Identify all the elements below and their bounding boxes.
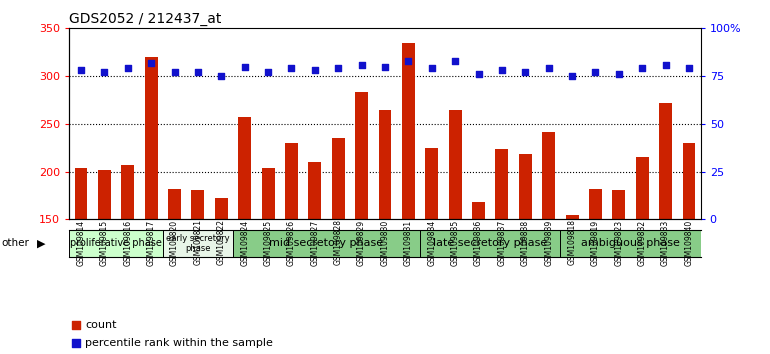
Bar <box>233 230 420 257</box>
Bar <box>612 190 625 219</box>
Point <box>519 69 531 75</box>
Point <box>472 72 484 77</box>
Bar <box>75 168 88 219</box>
Point <box>145 60 157 65</box>
Text: proliferative phase: proliferative phase <box>70 238 162 249</box>
Text: GSM109840: GSM109840 <box>685 219 694 266</box>
Text: GSM109819: GSM109819 <box>591 219 600 266</box>
Point <box>69 340 82 346</box>
Point <box>309 68 321 73</box>
Text: GSM109829: GSM109829 <box>357 219 366 266</box>
Bar <box>238 117 251 219</box>
Bar <box>168 189 181 219</box>
Text: GSM109824: GSM109824 <box>240 219 249 266</box>
Bar <box>542 132 555 219</box>
Text: GSM109818: GSM109818 <box>567 219 577 266</box>
Bar <box>566 215 578 219</box>
Bar <box>449 110 461 219</box>
Text: GSM109815: GSM109815 <box>100 219 109 266</box>
Text: other: other <box>2 238 29 248</box>
Text: GSM109821: GSM109821 <box>193 219 203 266</box>
Point <box>426 65 438 71</box>
Text: ▶: ▶ <box>37 238 45 248</box>
Bar <box>589 189 602 219</box>
Text: ambiguous phase: ambiguous phase <box>581 238 680 249</box>
Point <box>566 73 578 79</box>
Point <box>169 69 181 75</box>
Point <box>332 65 344 71</box>
Text: GSM109825: GSM109825 <box>263 219 273 266</box>
Text: GDS2052 / 212437_at: GDS2052 / 212437_at <box>69 12 222 26</box>
Text: GSM109822: GSM109822 <box>217 219 226 266</box>
Bar <box>162 230 233 257</box>
Text: GSM109827: GSM109827 <box>310 219 320 266</box>
Bar <box>636 157 648 219</box>
Point <box>286 65 298 71</box>
Text: GSM109820: GSM109820 <box>170 219 179 266</box>
Bar <box>262 168 275 219</box>
Bar <box>332 138 345 219</box>
Point <box>192 69 204 75</box>
Bar <box>285 143 298 219</box>
Point <box>75 68 87 73</box>
Text: GSM109828: GSM109828 <box>333 219 343 266</box>
Text: late secretory phase: late secretory phase <box>433 238 547 249</box>
Point <box>239 64 251 69</box>
Point <box>449 58 461 64</box>
Text: GSM109837: GSM109837 <box>497 219 507 266</box>
Point <box>69 322 82 328</box>
Text: GSM109836: GSM109836 <box>474 219 483 266</box>
Text: GSM109826: GSM109826 <box>287 219 296 266</box>
Bar <box>309 162 321 219</box>
Bar <box>519 154 532 219</box>
Text: GSM109816: GSM109816 <box>123 219 132 266</box>
Bar <box>379 110 391 219</box>
Point <box>543 65 555 71</box>
Text: GSM109834: GSM109834 <box>427 219 437 266</box>
Text: GSM109831: GSM109831 <box>404 219 413 266</box>
Bar <box>496 149 508 219</box>
Text: GSM109823: GSM109823 <box>614 219 624 266</box>
Bar <box>420 230 561 257</box>
Bar <box>659 103 672 219</box>
Text: count: count <box>85 320 116 330</box>
Bar <box>561 230 701 257</box>
Point <box>589 69 601 75</box>
Point <box>496 68 508 73</box>
Point <box>659 62 671 68</box>
Point <box>402 58 414 64</box>
Bar <box>69 230 162 257</box>
Point <box>99 69 111 75</box>
Text: GSM109832: GSM109832 <box>638 219 647 266</box>
Bar <box>145 57 158 219</box>
Point <box>636 65 648 71</box>
Bar <box>682 143 695 219</box>
Point <box>262 69 274 75</box>
Text: GSM109830: GSM109830 <box>380 219 390 266</box>
Bar <box>472 202 485 219</box>
Bar <box>355 92 368 219</box>
Text: GSM109839: GSM109839 <box>544 219 553 266</box>
Text: GSM109835: GSM109835 <box>450 219 460 266</box>
Bar <box>215 199 228 219</box>
Point <box>613 72 625 77</box>
Bar <box>98 170 111 219</box>
Text: GSM109814: GSM109814 <box>76 219 85 266</box>
Text: GSM109833: GSM109833 <box>661 219 670 266</box>
Point <box>215 73 227 79</box>
Point <box>379 64 391 69</box>
Text: GSM109817: GSM109817 <box>146 219 156 266</box>
Bar <box>402 42 415 219</box>
Bar <box>122 165 134 219</box>
Point <box>356 62 368 68</box>
Text: GSM109838: GSM109838 <box>521 219 530 266</box>
Text: percentile rank within the sample: percentile rank within the sample <box>85 338 273 348</box>
Bar <box>192 190 204 219</box>
Bar <box>425 148 438 219</box>
Point <box>122 65 134 71</box>
Text: early secretory
phase: early secretory phase <box>166 234 229 253</box>
Text: mid secretory phase: mid secretory phase <box>270 238 383 249</box>
Point <box>683 65 695 71</box>
